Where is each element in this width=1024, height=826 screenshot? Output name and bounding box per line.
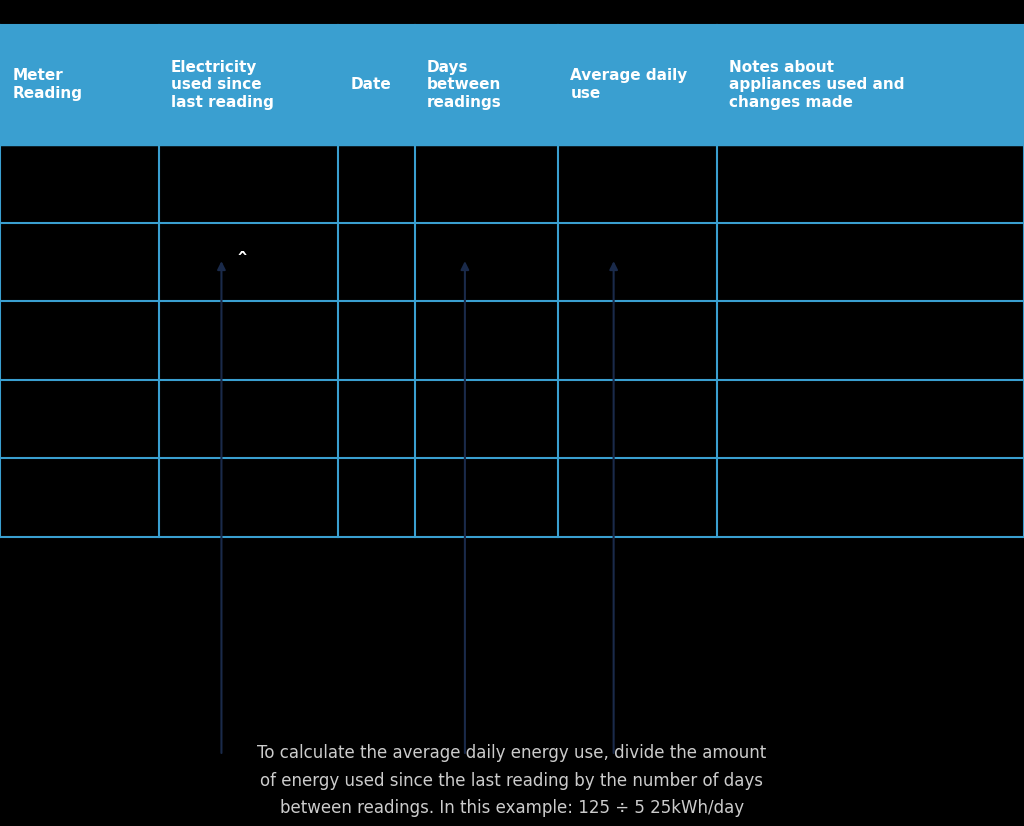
Text: Days
between
readings: Days between readings [427, 59, 502, 110]
Text: Electricity
used since
last reading: Electricity used since last reading [171, 59, 273, 110]
Text: Notes about
appliances used and
changes made: Notes about appliances used and changes … [729, 59, 904, 110]
Text: To calculate the average daily energy use, divide the amount
of energy used sinc: To calculate the average daily energy us… [257, 743, 767, 818]
Text: Average daily
use: Average daily use [570, 69, 688, 101]
Bar [0, 25, 1024, 145]
Text: Date: Date [350, 77, 391, 93]
Text: ˆ: ˆ [237, 253, 248, 273]
Text: Meter
Reading: Meter Reading [12, 69, 82, 101]
